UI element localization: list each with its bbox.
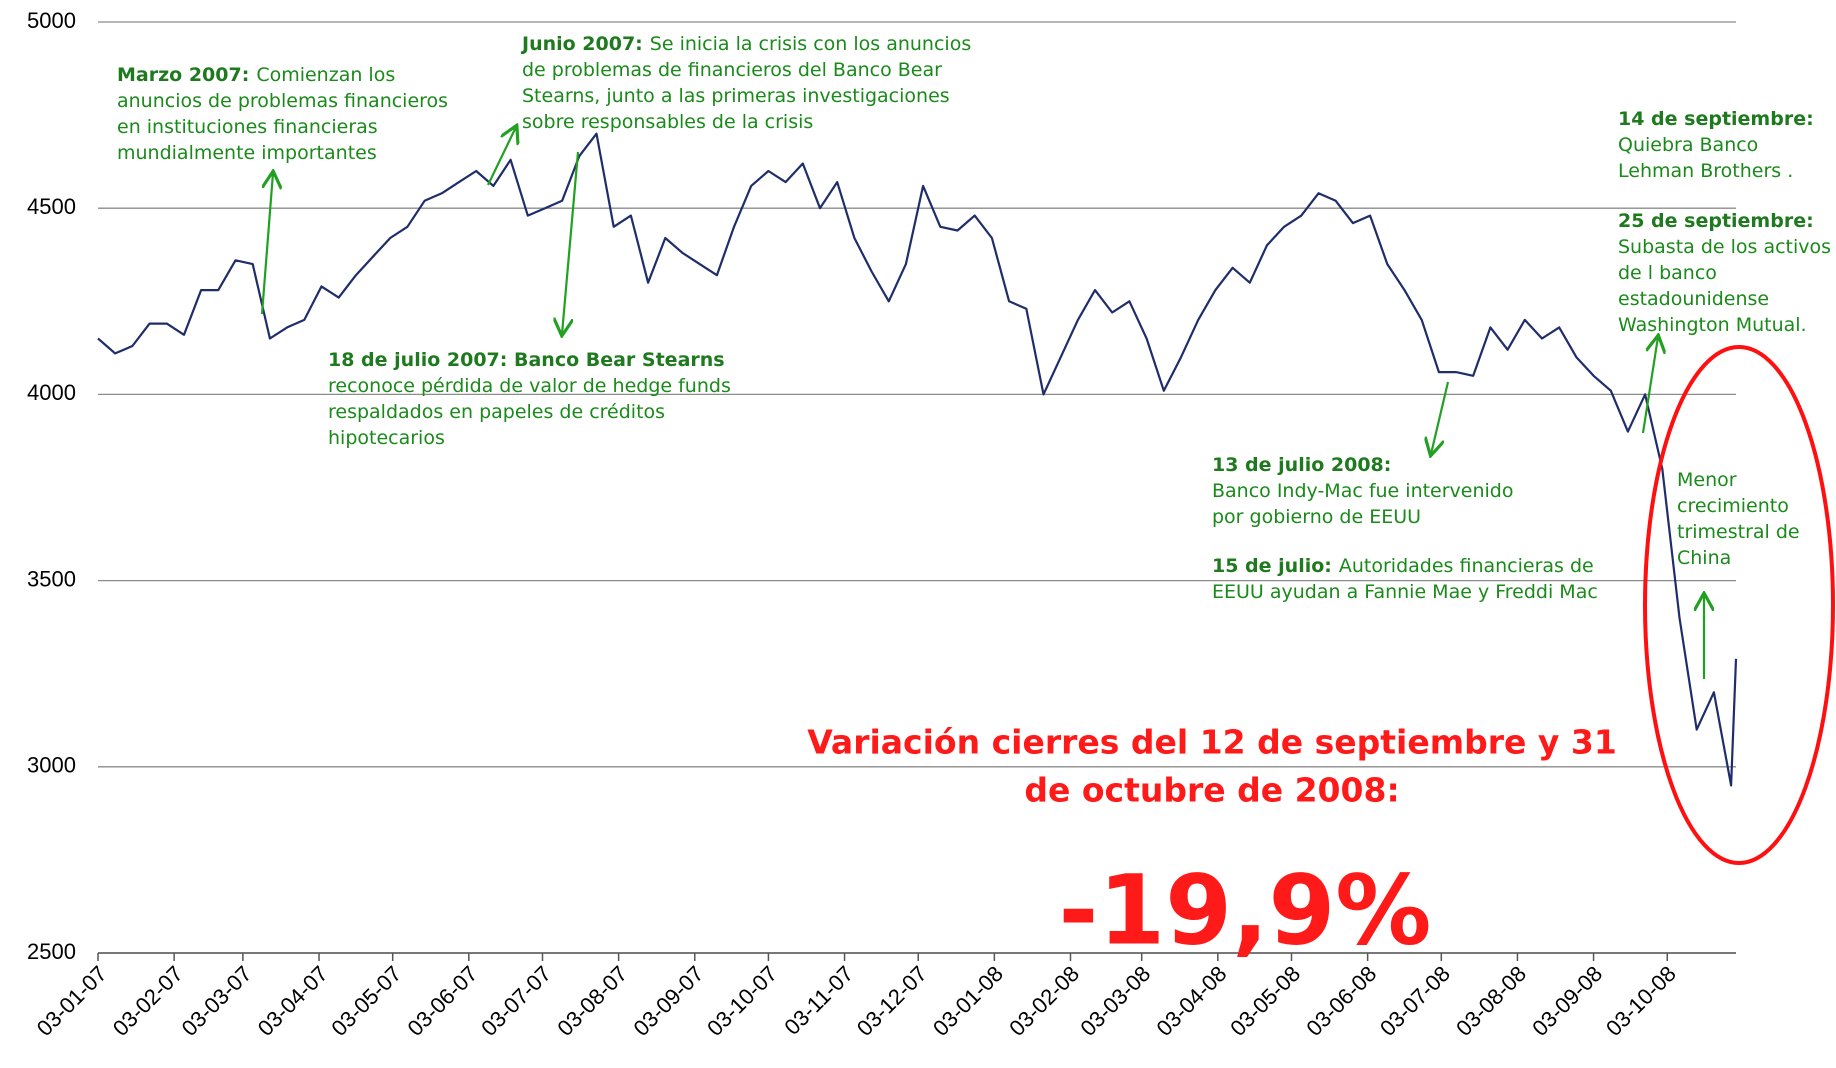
- annotation-line: Banco Indy-Mac fue intervenido: [1212, 480, 1514, 502]
- annotation: Marzo 2007: Comienzan los anuncios de prob…: [117, 64, 448, 164]
- price-line: [97, 132, 1738, 787]
- annotation-line: EEUU ayudan a Fannie Mae y Freddi Mac: [1212, 581, 1598, 603]
- annotation-line: Quiebra Banco: [1618, 134, 1758, 156]
- annotation-line: trimestral de: [1677, 521, 1800, 543]
- annotation-line: Subasta de los activos: [1618, 236, 1831, 258]
- x-tick-label: 03-10-07: [702, 961, 782, 1041]
- annotation: 25 de septiembre: Subasta de los activos d…: [1618, 210, 1831, 336]
- annotation-head: 15 de julio:: [1212, 555, 1332, 577]
- annotation-head: Junio 2007:: [520, 33, 643, 55]
- x-tick-label: 03-02-08: [1004, 961, 1084, 1041]
- annotation-line: respaldados en papeles de créditos: [328, 401, 665, 423]
- annotations: Marzo 2007: Comienzan los anuncios de prob…: [117, 33, 1831, 603]
- arrow: [1641, 337, 1658, 434]
- annotation-line: mundialmente importantes: [117, 142, 377, 164]
- callout-text: de octubre de 2008:: [1024, 771, 1399, 810]
- arrow: [1431, 381, 1450, 454]
- annotation-line: Se inicia la crisis con los anuncios: [650, 33, 971, 55]
- x-tick-label: 03-09-07: [628, 961, 708, 1041]
- highlight-ellipse: [1643, 345, 1835, 865]
- x-tick-label: 03-08-07: [552, 961, 632, 1041]
- x-tick-label: 03-07-07: [476, 961, 556, 1041]
- arrow: [487, 127, 516, 186]
- plot: [97, 132, 1738, 787]
- x-tick-label: 03-09-08: [1527, 961, 1607, 1041]
- x-tick-label: 03-04-07: [253, 961, 333, 1041]
- annotation-head: 14 de septiembre:: [1618, 108, 1814, 130]
- callout-value: -19,9%: [1059, 854, 1432, 966]
- y-tick-label: 3000: [27, 753, 76, 778]
- annotation: Menor crecimiento trimestral de China: [1677, 469, 1800, 569]
- annotation: 14 de septiembre: Quiebra Banco Lehman Bro…: [1618, 108, 1814, 182]
- annotation-line: en instituciones financieras: [117, 116, 378, 138]
- arrows: [260, 127, 1704, 679]
- callout-text: Variación cierres del 12 de septiembre y…: [807, 723, 1617, 762]
- x-tick-label: 03-11-07: [779, 961, 858, 1040]
- y-tick-label: 2500: [27, 939, 76, 964]
- annotation-head: Marzo 2007:: [117, 64, 249, 86]
- x-tick-label: 03-04-08: [1152, 961, 1232, 1041]
- annotation-line: Menor: [1677, 469, 1737, 491]
- x-tick-label: 03-07-08: [1375, 961, 1455, 1041]
- x-tick-label: 03-05-08: [1225, 961, 1305, 1041]
- x-tick-label: 03-12-07: [852, 961, 932, 1041]
- x-tick-label: 03-01-08: [928, 961, 1008, 1041]
- annotation-line: por gobierno de EEUU: [1212, 506, 1421, 528]
- x-tick-label: 03-03-08: [1075, 961, 1155, 1041]
- arrow: [260, 173, 273, 315]
- y-tick-label: 5000: [27, 8, 76, 33]
- x-tick-label: 03-05-07: [326, 961, 406, 1041]
- x-tick-label: 03-03-07: [177, 961, 257, 1041]
- annotation-line: hipotecarios: [328, 427, 445, 449]
- annotation-line: Lehman Brothers .: [1618, 160, 1793, 182]
- y-tick-label: 3500: [27, 566, 76, 591]
- annotation-line: China: [1677, 547, 1731, 569]
- annotation-line: sobre responsables de la crisis: [522, 111, 813, 133]
- annotation-head: 25 de septiembre:: [1618, 210, 1814, 232]
- y-tick-label: 4000: [27, 380, 76, 405]
- x-tick-label: 03-01-07: [32, 961, 112, 1041]
- annotation-line: de problemas de financieros del Banco Be…: [522, 59, 942, 81]
- annotation-line: anuncios de problemas financieros: [117, 90, 448, 112]
- x-tick-label: 03-10-08: [1601, 961, 1681, 1041]
- annotation-line: Stearns, junto a las primeras investigac…: [522, 85, 950, 107]
- annotation-line: de l banco: [1618, 262, 1717, 284]
- annotation-line: Autoridades financieras de: [1339, 555, 1594, 577]
- annotation-line: crecimiento: [1677, 495, 1789, 517]
- annotation: 18 de julio 2007: Banco Bear Stearns reco…: [328, 349, 731, 449]
- x-tick-label: 03-08-08: [1451, 961, 1531, 1041]
- annotation-line: Washington Mutual.: [1618, 314, 1807, 336]
- annotation-line: Comienzan los: [256, 64, 395, 86]
- annotation: Junio 2007: Se inicia la crisis con los a…: [520, 33, 971, 133]
- annotation-line: reconoce pérdida de valor de hedge funds: [328, 375, 731, 397]
- annotation-line: estadounidense: [1618, 288, 1769, 310]
- x-tick-label: 03-06-07: [403, 961, 483, 1041]
- arrow: [562, 151, 580, 334]
- annotation-head: 13 de julio 2008:: [1212, 454, 1391, 476]
- annotation-head: 18 de julio 2007: Banco Bear Stearns: [328, 349, 725, 371]
- annotation: 13 de julio 2008: Banco Indy-Mac fue inte…: [1212, 454, 1514, 528]
- x-tick-label: 03-02-07: [108, 961, 188, 1041]
- x-tick-label: 03-06-08: [1301, 961, 1381, 1041]
- annotation: 15 de julio: Autoridades financieras de EE…: [1212, 555, 1598, 603]
- y-tick-label: 4500: [27, 194, 76, 219]
